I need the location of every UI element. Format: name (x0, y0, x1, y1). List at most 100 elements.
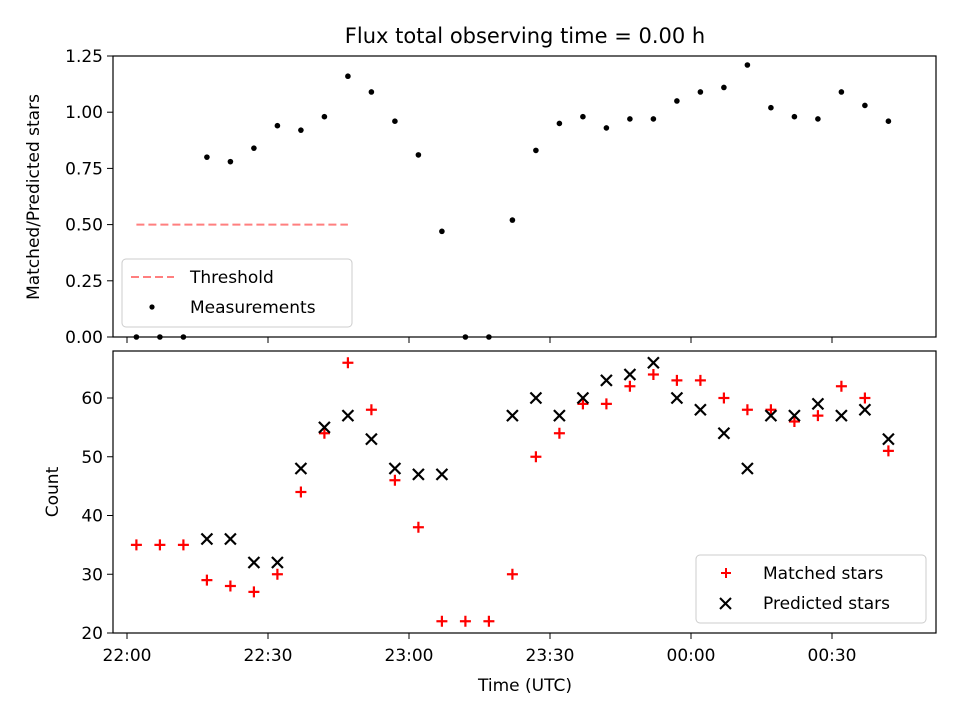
measurement-point (345, 73, 351, 80)
predicted-x-b (717, 426, 731, 440)
measurement-point (392, 118, 398, 124)
matched-point (694, 374, 706, 386)
measurement-point (885, 118, 892, 124)
matched-point (859, 392, 871, 404)
predicted-x-b (341, 409, 355, 422)
matched-point (248, 586, 260, 598)
matched-point (882, 445, 894, 457)
predicted-x-b (271, 556, 284, 569)
predicted-point (717, 426, 731, 440)
matched-point (271, 568, 283, 580)
matched-point (224, 580, 236, 592)
matched-point (365, 404, 377, 416)
measurement-point (439, 228, 445, 235)
measurement-point (204, 154, 210, 160)
predicted-x-b (529, 391, 543, 405)
predicted-x-b (412, 468, 425, 481)
predicted-point (811, 397, 825, 411)
predicted-x-b (741, 462, 754, 475)
bottom-y-tick-label: 40 (81, 507, 103, 527)
predicted-x-b (764, 409, 778, 422)
matched-point (741, 404, 753, 416)
bottom-x-axis: 22:00 22:30 23:00 23:30 00:00 00:30 (103, 633, 857, 666)
bottom-plot-area (130, 356, 895, 627)
measurement-point (556, 120, 563, 127)
predicted-x-b (294, 462, 308, 475)
matched-point (788, 416, 800, 427)
predicted-point (623, 368, 637, 381)
matched-point (577, 398, 589, 410)
predicted-x-b (882, 432, 895, 446)
top-y-axis: 0.00 0.25 0.50 0.75 1.00 1.25 (65, 47, 113, 348)
predicted-point (388, 462, 402, 475)
legend-predicted-label: Predicted stars (763, 594, 890, 614)
matched-point (624, 380, 636, 392)
predicted-point (294, 462, 308, 475)
measurement-point (321, 113, 328, 120)
measurement-point (251, 145, 257, 151)
legend-threshold-label: Threshold (189, 268, 274, 288)
measurement-point (674, 98, 680, 104)
predicted-point (365, 432, 378, 446)
matched-point (459, 615, 471, 627)
predicted-point (553, 409, 566, 422)
predicted-point (670, 391, 684, 405)
x-tick-label: 00:30 (808, 646, 857, 666)
legend-predicted-swatch (719, 597, 732, 610)
predicted-point (694, 403, 707, 417)
matched-point (154, 539, 166, 551)
measurement-point (580, 113, 586, 120)
legend-matched-swatch (721, 568, 731, 578)
top-y-tick-label: 0.75 (65, 159, 103, 179)
matched-point (553, 427, 565, 439)
predicted-x-b (811, 397, 825, 411)
measurement-point (744, 62, 751, 68)
matched-point (647, 369, 659, 380)
bottom-y-axis-label: Count (43, 466, 63, 517)
matched-point (389, 474, 401, 486)
x-axis-label: Time (UTC) (477, 676, 572, 696)
legend-matched-label: Matched stars (763, 564, 883, 584)
predicted-point (858, 403, 872, 417)
x-tick-label: 23:00 (385, 646, 434, 666)
top-y-axis-label: Matched/Predicted stars (24, 94, 44, 300)
predicted-point (224, 532, 237, 546)
top-axes-frame (112, 55, 937, 338)
x-tick-label: 22:30 (244, 646, 293, 666)
predicted-point (341, 409, 355, 422)
predicted-x-b (576, 391, 590, 405)
measurement-point (650, 116, 657, 122)
matched-point (506, 568, 518, 580)
predicted-x-b (788, 409, 801, 422)
chart-title: Flux total observing time = 0.00 h (345, 24, 705, 48)
top-legend: Threshold Measurements (121, 258, 353, 328)
matched-point (483, 615, 495, 627)
predicted-point (412, 468, 425, 481)
legend-measurements-swatch (149, 304, 155, 310)
measurement-point (368, 89, 375, 95)
matched-point (812, 410, 824, 422)
predicted-x-b (200, 532, 214, 546)
top-y-tick-label: 0.00 (65, 328, 103, 348)
predicted-x-b (694, 403, 707, 417)
bottom-y-tick-label: 30 (81, 565, 103, 585)
bottom-legend: Matched stars Predicted stars (695, 554, 927, 624)
matched-point (671, 374, 683, 386)
predicted-x-b (835, 409, 848, 422)
predicted-x-b (224, 532, 237, 546)
bottom-y-tick-label: 60 (81, 389, 103, 409)
legend-measurements-label: Measurements (190, 298, 316, 318)
measurement-point (815, 116, 821, 122)
matched-point (600, 398, 612, 410)
matched-point (765, 404, 777, 416)
x-tick-label: 23:30 (526, 646, 575, 666)
x-tick-label: 00:00 (667, 646, 716, 666)
predicted-x-b (388, 462, 402, 475)
matched-point (130, 539, 142, 551)
predicted-x-b (247, 556, 261, 569)
top-y-tick-label: 0.25 (65, 272, 103, 292)
matched-point (295, 486, 307, 498)
bottom-y-tick-label: 20 (81, 624, 103, 644)
bottom-y-tick-label: 50 (81, 448, 103, 468)
matched-point (436, 615, 448, 627)
